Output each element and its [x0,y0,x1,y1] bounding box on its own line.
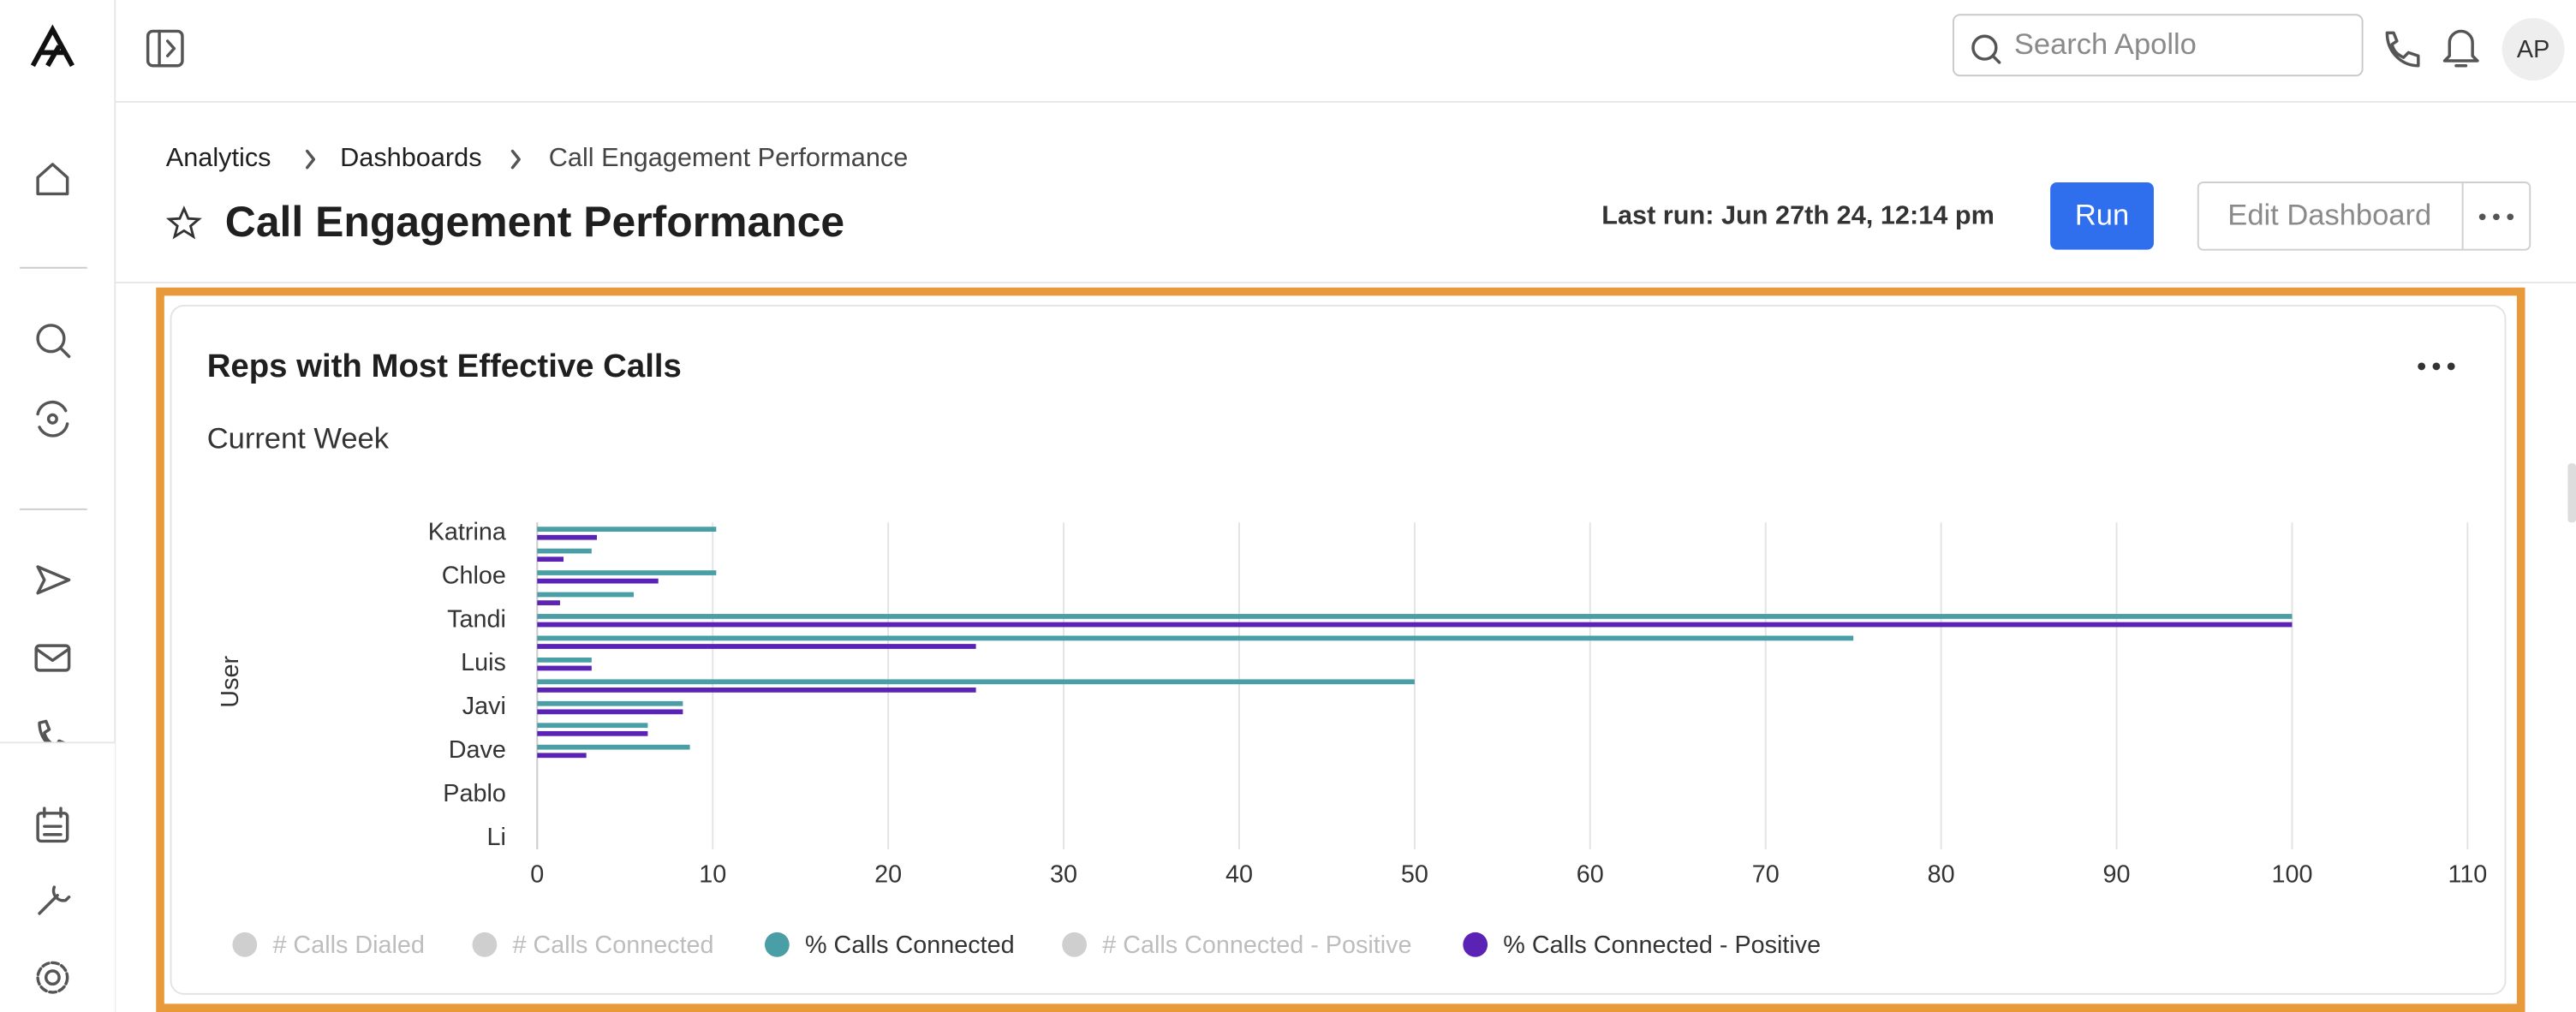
search-icon[interactable] [36,324,71,359]
tasks-icon[interactable] [36,807,69,843]
legend-label[interactable]: % Calls Connected - Positive [1503,932,1821,959]
last-run: Last run: Jun 27th 24, 12:14 pm [1601,199,1995,229]
bar [537,700,683,706]
avatar-initials: AP [2517,36,2549,63]
chart-title: Reps with Most Effective Calls [207,348,682,384]
run-label: Run [2075,199,2129,231]
bar [537,679,1415,685]
edit-dashboard-label: Edit Dashboard [2227,199,2431,231]
bar [537,614,2293,619]
bar [537,622,2293,628]
mail-icon[interactable] [34,644,71,672]
bar [537,723,648,729]
x-tick-label: 20 [874,860,902,888]
send-icon[interactable] [36,565,71,595]
sidebar-toggle[interactable] [146,29,184,68]
bar [537,730,648,736]
run-button[interactable] [2050,182,2154,250]
bar [537,665,592,671]
chart-card [170,304,2507,995]
logo[interactable] [30,24,75,68]
favorite-star[interactable] [165,205,202,240]
x-tick-label: 0 [530,860,544,888]
x-tick-label: 40 [1225,860,1253,888]
legend-label[interactable]: # Calls Connected [513,932,714,959]
sidebar-lower [0,742,116,1012]
legend-label[interactable]: % Calls Connected [805,932,1015,959]
y-tick-label: Chloe [442,562,506,589]
x-tick-label: 60 [1577,860,1604,888]
x-tick-label: 110 [2448,860,2487,888]
x-tick-label: 50 [1401,860,1428,888]
y-tick-label: Li [486,824,505,851]
sync-icon[interactable] [36,400,69,438]
bar [537,744,690,750]
bar [537,600,560,605]
legend-swatch[interactable] [472,932,498,957]
search-box[interactable] [1952,14,2364,77]
tools-icon[interactable] [38,885,71,915]
x-tick-label: 100 [2271,860,2312,888]
breadcrumb[interactable]: Analytics [166,142,271,172]
notifications[interactable] [2442,29,2479,68]
breadcrumb[interactable]: Dashboards [340,142,481,172]
edit-dashboard-button[interactable] [2197,182,2531,251]
bar [537,688,976,693]
bar [537,657,592,663]
y-tick-label: Pablo [443,780,506,807]
more-menu[interactable] [2478,213,2514,221]
y-axis-label: User [217,656,244,708]
plot: 0 10 20 30 40 50 60 70 80 90 100 110 Katrina Chloe Tan… [428,519,2488,889]
y-tick-label: Tandi [447,605,506,633]
breadcrumb-current: Call Engagement Performance [549,142,909,172]
legend-swatch[interactable] [1062,932,1087,957]
home-icon[interactable] [36,163,69,196]
avatar[interactable] [2501,18,2565,81]
legend-label[interactable]: # Calls Dialed [272,932,424,959]
legend-label[interactable]: # Calls Connected - Positive [1102,932,1411,959]
bar [537,527,717,532]
highlight-frame [156,287,2525,1012]
search-placeholder: Search Apollo [2014,28,2197,61]
scrollbar[interactable] [2567,463,2576,523]
bar [537,753,587,759]
bar [537,548,592,554]
x-tick-label: 10 [699,860,726,888]
legend-swatch[interactable] [232,932,258,957]
bar [537,557,564,563]
bar [537,635,1854,641]
bar [537,534,597,540]
x-tick-label: 90 [2103,860,2131,888]
y-tick-label: Luis [461,649,506,676]
legend-swatch[interactable] [765,932,790,957]
bar [537,644,976,649]
chart-subtitle: Current Week [207,422,390,455]
x-tick-label: 80 [1928,860,1955,888]
y-tick-label: Dave [449,736,506,764]
call-button[interactable] [2385,31,2420,68]
bar [537,578,659,584]
y-tick-label: Javi [462,693,506,720]
bar [537,709,683,715]
breadcrumb-sep [306,149,316,170]
settings-icon[interactable] [36,961,69,994]
x-tick-label: 30 [1050,860,1077,888]
x-tick-label: 70 [1752,860,1780,888]
y-tick-label: Katrina [428,519,506,546]
search-box-icon [1971,34,2001,64]
bar [537,570,717,575]
bar [537,592,635,598]
legend-swatch[interactable] [1463,932,1488,957]
breadcrumb-sep [510,149,521,170]
card-menu[interactable] [2418,362,2455,371]
page-title: Call Engagement Performance [225,198,844,246]
